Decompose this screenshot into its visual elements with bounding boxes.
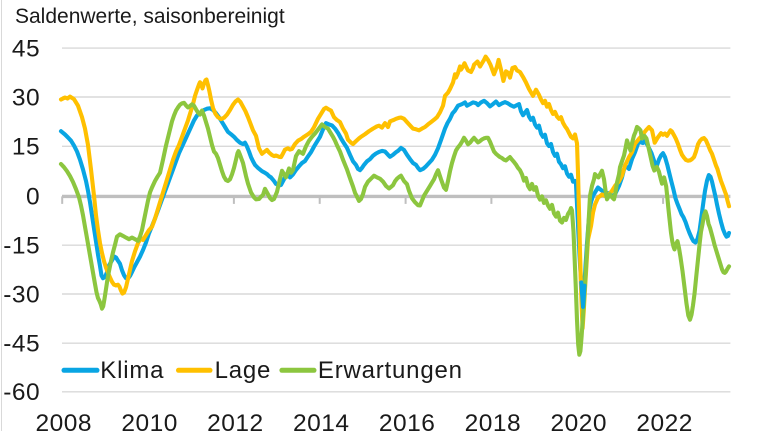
- svg-text:-45: -45: [3, 331, 40, 358]
- svg-text:Lage: Lage: [215, 357, 272, 384]
- svg-text:2012: 2012: [207, 410, 264, 431]
- svg-text:Erwartungen: Erwartungen: [318, 357, 463, 384]
- svg-text:2014: 2014: [293, 410, 350, 431]
- svg-text:2016: 2016: [379, 410, 436, 431]
- svg-text:-15: -15: [3, 233, 40, 260]
- svg-text:2008: 2008: [35, 410, 92, 431]
- svg-text:0: 0: [26, 184, 40, 211]
- svg-text:-60: -60: [3, 379, 40, 406]
- svg-text:15: 15: [12, 134, 40, 161]
- svg-text:2020: 2020: [551, 410, 608, 431]
- svg-text:45: 45: [12, 35, 40, 62]
- svg-text:Saldenwerte, saisonbereinigt: Saldenwerte, saisonbereinigt: [15, 5, 285, 28]
- svg-text:-30: -30: [3, 281, 40, 308]
- svg-text:2018: 2018: [465, 410, 522, 431]
- svg-text:2022: 2022: [636, 410, 693, 431]
- svg-text:30: 30: [12, 84, 40, 111]
- svg-text:2010: 2010: [121, 410, 178, 431]
- svg-text:Klima: Klima: [100, 357, 164, 384]
